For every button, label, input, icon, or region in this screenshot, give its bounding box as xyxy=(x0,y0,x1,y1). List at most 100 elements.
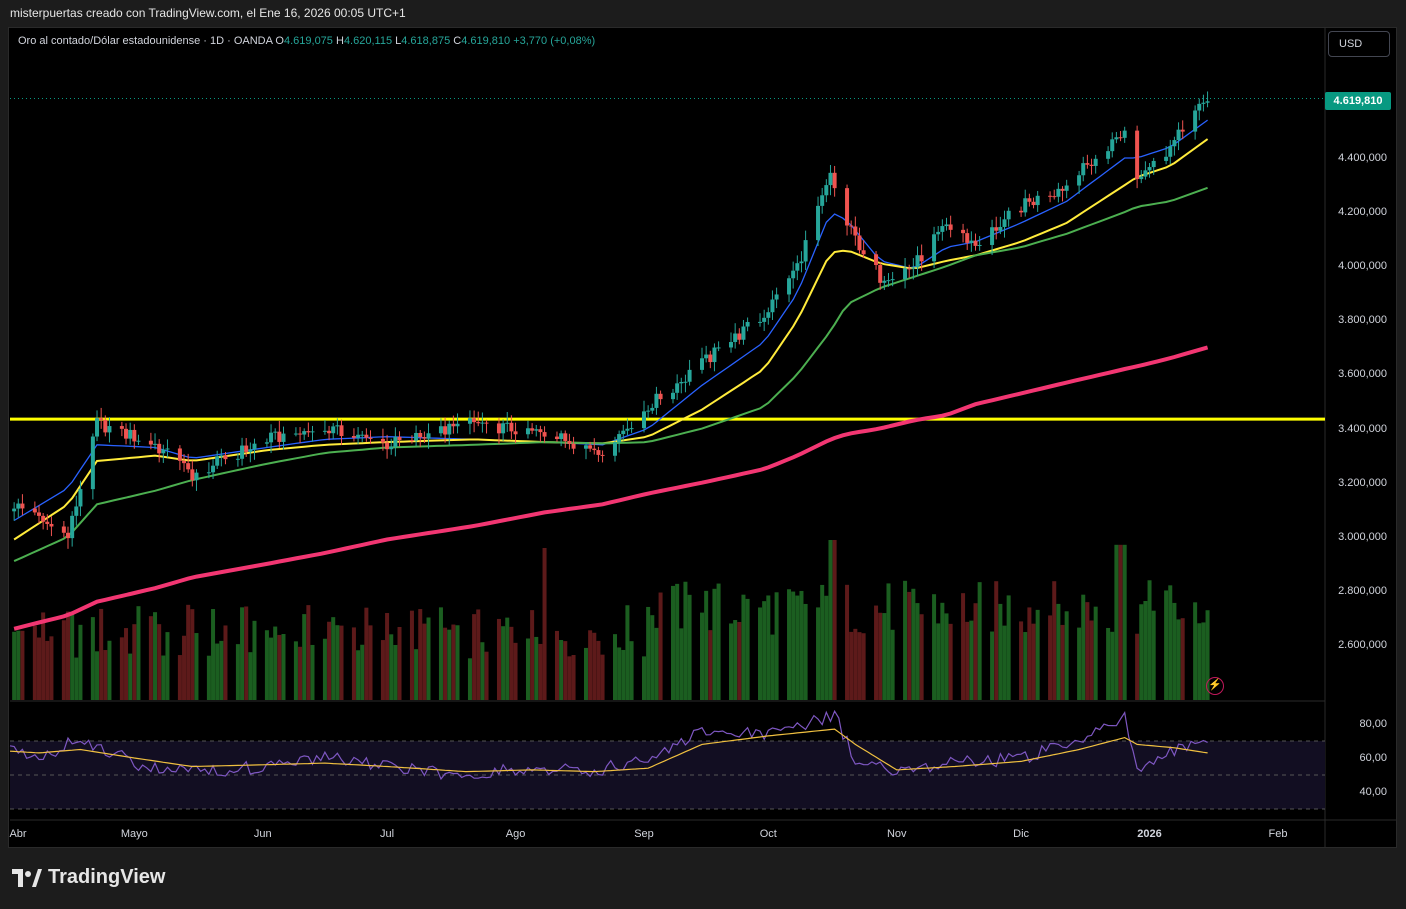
volume-bar xyxy=(327,621,332,700)
volume-bar xyxy=(339,625,344,700)
candle xyxy=(351,436,356,438)
volume-bar xyxy=(919,614,924,700)
price-tick-label: 2.600,000 xyxy=(1338,638,1387,651)
candle xyxy=(1052,196,1057,198)
volume-bar xyxy=(1077,627,1082,700)
volume-bar xyxy=(687,594,692,700)
logo-text: TradingView xyxy=(48,866,166,888)
currency-button[interactable]: USD xyxy=(1328,31,1390,57)
candle xyxy=(824,185,829,196)
volume-bar xyxy=(148,616,153,700)
time-tick-label: Sep xyxy=(634,828,654,840)
volume-bar xyxy=(66,611,71,700)
candle xyxy=(853,226,858,236)
candle xyxy=(1056,188,1061,197)
volume-bar xyxy=(20,630,25,700)
candle xyxy=(1031,201,1036,206)
volume-bar xyxy=(890,629,895,700)
candle xyxy=(306,431,311,433)
candle xyxy=(973,240,978,246)
volume-bar xyxy=(322,638,327,700)
candle xyxy=(148,440,153,445)
volume-bar xyxy=(733,620,738,700)
candle xyxy=(1193,110,1198,132)
candle xyxy=(1077,175,1082,186)
volume-bar xyxy=(679,628,684,700)
candle xyxy=(1110,139,1115,152)
candle xyxy=(360,434,365,436)
candle xyxy=(816,205,821,241)
candle xyxy=(1035,195,1040,206)
volume-bar xyxy=(816,607,821,700)
candle xyxy=(770,299,775,313)
volume-bar xyxy=(1201,622,1206,700)
volume-bar xyxy=(650,615,655,700)
candle xyxy=(467,418,472,424)
candle xyxy=(16,503,21,509)
candle xyxy=(969,240,974,243)
volume-bar xyxy=(269,637,274,700)
candle xyxy=(393,436,398,447)
volume-bar xyxy=(1118,544,1123,700)
candle xyxy=(496,423,501,434)
candle xyxy=(215,456,220,466)
candle xyxy=(219,455,224,457)
volume-bar xyxy=(206,655,211,700)
volume-bar xyxy=(936,623,941,700)
chart-attribution: misterpuertas creado con TradingView.com… xyxy=(10,6,406,20)
candle xyxy=(704,354,709,359)
candle xyxy=(675,383,680,393)
candle xyxy=(269,432,274,443)
rsi-line xyxy=(9,709,1208,781)
candle xyxy=(389,446,394,450)
candle xyxy=(1164,156,1169,161)
volume-bar xyxy=(1093,606,1098,700)
time-tick-label: Abr xyxy=(9,828,27,840)
candle xyxy=(944,224,949,227)
volume-bar xyxy=(443,627,448,700)
volume-bar xyxy=(455,625,460,700)
volume-bar xyxy=(530,610,535,700)
candle xyxy=(99,418,104,420)
candle xyxy=(124,428,129,439)
candle xyxy=(538,429,543,433)
flash-icon[interactable]: ⚡ xyxy=(1206,677,1224,695)
volume-bar xyxy=(451,624,456,700)
candle xyxy=(331,426,336,434)
candle xyxy=(679,382,684,384)
candle xyxy=(66,532,71,539)
volume-bar xyxy=(364,607,369,700)
volume-bar xyxy=(675,583,680,700)
candle xyxy=(948,224,953,230)
volume-bar xyxy=(861,633,866,700)
time-tick-label: 2026 xyxy=(1137,828,1162,840)
candle xyxy=(418,432,423,438)
volume-bar xyxy=(74,657,79,700)
volume-bar xyxy=(583,647,588,700)
candle xyxy=(1172,140,1177,147)
candle xyxy=(414,432,419,441)
candle xyxy=(472,418,477,423)
volume-bar xyxy=(1139,604,1144,700)
volume-bar xyxy=(932,594,937,700)
volume-bar xyxy=(1085,602,1090,700)
candle xyxy=(223,455,228,460)
volume-bar xyxy=(824,595,829,700)
candle xyxy=(1139,176,1144,180)
volume-bar xyxy=(973,603,978,700)
volume-bar xyxy=(766,595,771,700)
time-tick-label: Nov xyxy=(886,828,907,840)
candle xyxy=(385,442,390,450)
tradingview-logo[interactable]: TradingView xyxy=(12,866,165,889)
low-label: L xyxy=(395,35,402,47)
candle xyxy=(795,263,800,271)
volume-bar xyxy=(438,607,443,700)
candle xyxy=(762,317,767,322)
candle xyxy=(310,431,315,433)
volume-bar xyxy=(244,606,249,700)
volume-bar xyxy=(1122,544,1127,700)
candle xyxy=(712,347,717,363)
volume-bar xyxy=(745,598,750,700)
volume-bar xyxy=(654,627,659,700)
